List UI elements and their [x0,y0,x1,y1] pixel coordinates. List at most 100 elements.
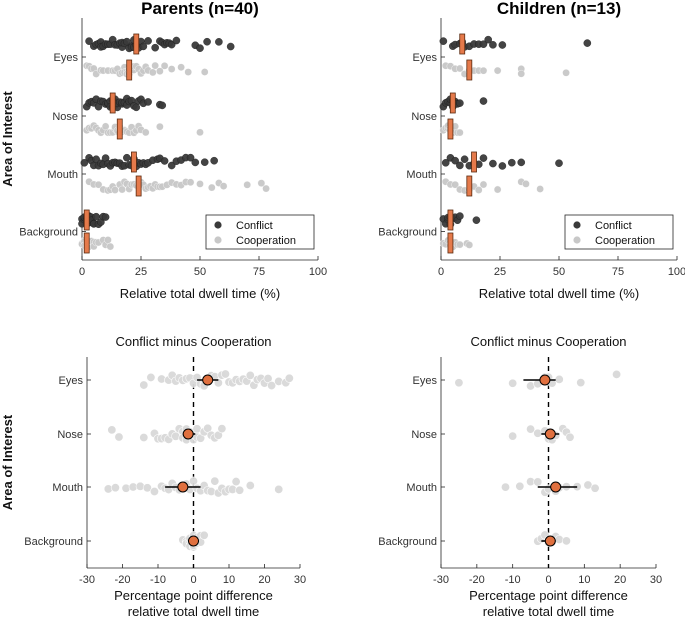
mean-marker [539,374,551,386]
data-point-conflict [167,161,176,170]
median-marker-cooperation [116,118,123,140]
median-marker-conflict [109,92,116,114]
y-tick-label: Background [378,536,437,548]
data-point-conflict [196,44,204,52]
legend-marker-conflict [214,221,222,229]
median-marker-conflict [131,151,137,173]
difference-point [576,378,586,388]
data-point-conflict [451,156,459,165]
legend-marker-cooperation [573,236,581,244]
difference-point [203,423,213,433]
data-point-conflict [489,41,497,49]
data-point-conflict [151,43,159,52]
difference-point [508,431,518,441]
y-tick-label: Nose [52,111,78,123]
difference-point [554,374,564,384]
difference-point [139,380,149,390]
data-point-cooperation [141,128,150,137]
x-axis-label: Relative total dwell time (%) [120,286,280,301]
legend-label-cooperation: Cooperation [595,235,655,247]
data-point-cooperation [219,182,228,190]
data-point-conflict [517,158,526,167]
difference-point [231,477,241,487]
data-point-cooperation [465,241,474,249]
median-marker-conflict [471,151,477,173]
panel-parents-dwell: Parents (n=40) 0 25 50 75 100 Relative total d… [0,0,327,301]
chart-title: Conflict minus Cooperation [470,334,626,349]
data-point-cooperation [456,128,464,137]
difference-point [217,424,227,434]
chart-title: Children (n=13) [497,0,621,18]
x-axis-label: Percentage point difference [469,588,628,603]
data-point-cooperation [200,68,209,76]
data-point-cooperation [177,63,185,72]
difference-point [533,477,543,487]
difference-point [110,483,120,493]
difference-point [149,486,159,496]
x-axis-label: Percentage point difference [114,588,273,603]
data-point-conflict [226,42,235,51]
data-point-conflict [456,161,464,170]
legend: Conflict Cooperation [205,214,315,250]
data-point-conflict [460,155,469,164]
data-point-cooperation [156,122,164,131]
data-point-conflict [479,40,488,48]
data-point-cooperation [262,184,270,193]
y-axis-label: Area of Interest [0,414,15,510]
difference-point [274,484,284,494]
y-tick-label: Background [19,227,78,239]
data-point-conflict [139,42,148,51]
data-point-cooperation [184,68,192,76]
x-tick-label: 30 [650,574,662,586]
median-marker-cooperation [466,175,473,197]
difference-point [220,369,230,379]
data-point-conflict [583,39,592,47]
mean-marker [544,535,556,547]
difference-point [107,425,117,435]
data-point-conflict [456,99,464,107]
x-tick-label: -30 [433,574,449,586]
x-tick-label: 20 [614,574,626,586]
data-point-cooperation [156,67,164,75]
x-tick-label: -20 [469,574,485,586]
data-point-conflict [80,159,89,167]
y-tick-label: Nose [57,429,83,441]
data-point-conflict [186,153,195,162]
mean-marker [188,535,199,547]
y-tick-label: Mouth [406,169,437,181]
difference-point [612,369,622,379]
chart-title: Conflict minus Cooperation [115,334,271,349]
panel-parents-diff: Conflict minus Cooperation -30 -20 -10 0 10 20… [0,334,306,619]
data-point-cooperation [456,240,464,249]
data-point-cooperation [493,66,502,75]
data-point-conflict [439,37,448,45]
legend-box [205,214,315,250]
median-marker-cooperation [135,175,142,197]
legend-marker-cooperation [214,236,222,244]
difference-point [235,485,245,495]
data-point-conflict [507,158,516,167]
legend-label-conflict: Conflict [595,220,632,232]
x-tick-label: 0 [438,266,444,278]
data-point-cooperation [479,180,488,189]
y-tick-label: Mouth [47,169,78,181]
data-point-cooperation [94,180,103,189]
difference-point [454,378,464,388]
y-tick-label: Mouth [406,482,437,494]
x-tick-label: 0 [545,574,551,586]
data-point-cooperation [167,65,176,73]
x-tick-label: 0 [190,574,196,586]
mean-marker [544,428,556,440]
panel-children-diff: Conflict minus Cooperation -30 -20 -10 0 10 20… [378,334,662,619]
panel-children-dwell: Children (n=13) 0 25 50 75 100 Relative total … [378,0,685,301]
data-point-conflict [191,158,200,167]
difference-point [267,381,277,391]
data-point-conflict [479,97,488,105]
data-point-conflict [479,154,488,162]
difference-point [565,432,575,442]
x-tick-label: 10 [578,574,590,586]
x-tick-label: 75 [253,266,265,278]
median-marker-conflict [447,209,454,231]
data-point-conflict [158,101,167,110]
